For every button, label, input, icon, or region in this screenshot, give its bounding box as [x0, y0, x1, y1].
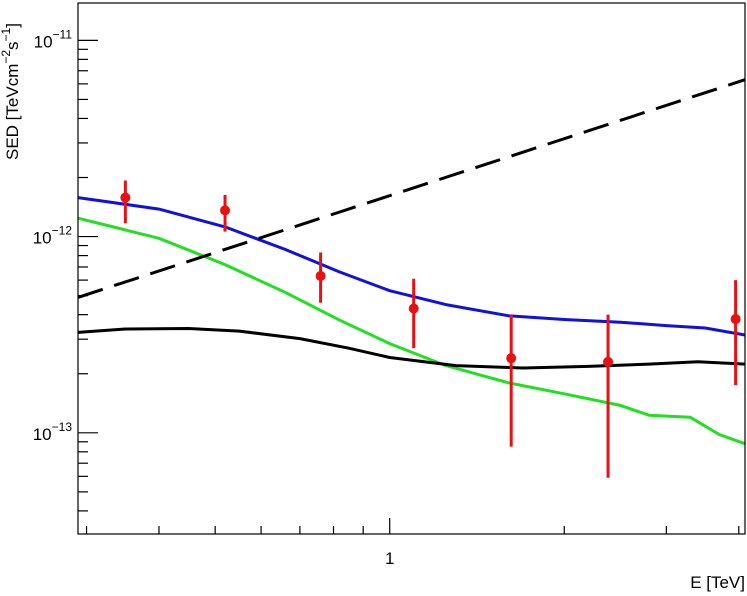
x-axis-ticks: 1 [85, 518, 740, 568]
data-point [315, 270, 326, 281]
data-point [730, 314, 741, 325]
data-point [603, 356, 614, 367]
y-tick-label: 10−11 [34, 27, 73, 51]
y-tick-label: 10−13 [33, 420, 73, 444]
data-point [506, 353, 517, 364]
y-axis-ticks: 10−13 10−12 10−11 [33, 27, 98, 512]
x-axis-title: E [TeV] [690, 573, 745, 592]
model-curve-4 [77, 78, 746, 299]
y-tick-label: 10−12 [33, 224, 73, 248]
x-tick-label: 1 [385, 549, 394, 568]
data-point [408, 303, 419, 314]
y-axis-title: SED [TeVcm−2s−1] [0, 23, 22, 160]
model-curve-3 [77, 327, 746, 370]
model-curves [77, 78, 746, 446]
data-points [120, 180, 741, 478]
model-curve-2 [77, 216, 746, 446]
data-point [220, 205, 231, 216]
plot-frame [77, 2, 746, 535]
data-point [120, 192, 131, 203]
